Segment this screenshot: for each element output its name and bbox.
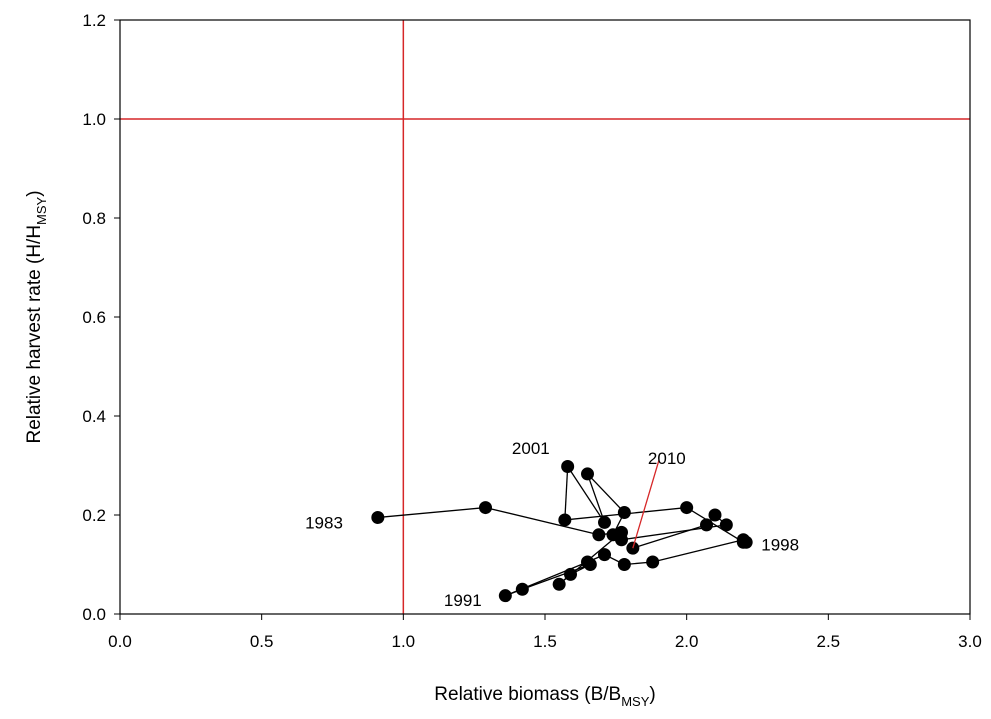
series-segment [377, 506, 486, 519]
x-tick-label: 2.0 [675, 632, 699, 651]
data-point [719, 518, 733, 532]
series-segment [485, 506, 599, 536]
y-tick-label: 0.8 [82, 209, 106, 228]
y-tick-label: 0.6 [82, 308, 106, 327]
data-point [617, 506, 631, 520]
series-segment [686, 507, 744, 543]
data-point [581, 467, 594, 481]
annotations: 1983 1991 1998 2001 2010 [305, 439, 799, 610]
x-tick-label: 1.0 [392, 632, 416, 651]
x-axis-title: Relative biomass (B/BMSY) [434, 684, 655, 709]
data-point [552, 577, 566, 591]
series-lines [377, 466, 747, 597]
series-segment [522, 563, 591, 590]
axis-ticks: 0.0 0.5 1.0 1.5 2.0 2.5 3.0 0.0 0.2 0.4 0.6 0.8 1.0 1… [82, 11, 981, 651]
annotation-pointer [632, 460, 660, 549]
plot-frame [119, 19, 971, 615]
series-segment [567, 466, 606, 523]
x-tick-label: 2.5 [817, 632, 841, 651]
series-points [371, 459, 753, 603]
data-point [598, 515, 611, 529]
y-axis-title: Relative harvest rate (H/HMSY) [24, 190, 49, 443]
annotation-label: 2001 [512, 439, 550, 458]
data-point [371, 510, 385, 524]
data-point [736, 535, 750, 549]
annotation-label: 1983 [305, 513, 343, 532]
data-point [558, 513, 572, 527]
data-point [708, 508, 722, 522]
data-point [700, 518, 713, 532]
y-tick-label: 0.0 [82, 605, 106, 624]
annotation-label: 2010 [648, 449, 686, 468]
y-tick-label: 1.0 [82, 110, 106, 129]
data-point [680, 501, 694, 515]
data-point [581, 555, 594, 569]
data-point [561, 459, 575, 473]
data-point [615, 533, 628, 547]
annotation-label: 1991 [444, 591, 482, 610]
data-point [564, 567, 577, 581]
series-segment [652, 539, 744, 563]
x-tick-label: 0.0 [108, 632, 132, 651]
data-point [592, 528, 606, 542]
data-point [598, 548, 611, 562]
data-point [646, 555, 660, 569]
x-tick-label: 1.5 [533, 632, 557, 651]
y-tick-label: 0.4 [82, 407, 106, 426]
data-point [498, 589, 512, 603]
reference-lines [120, 20, 970, 614]
annotation-label: 1998 [761, 536, 799, 555]
data-point [617, 558, 631, 571]
data-point [479, 501, 492, 515]
series-segment [564, 466, 569, 520]
series-segment [586, 473, 606, 523]
series-segment [587, 473, 625, 513]
data-point [515, 582, 529, 596]
x-tick-label: 3.0 [958, 632, 982, 651]
y-tick-label: 1.2 [82, 11, 106, 30]
series-segment [632, 524, 707, 549]
y-tick-label: 0.2 [82, 506, 106, 525]
x-tick-label: 0.5 [250, 632, 274, 651]
